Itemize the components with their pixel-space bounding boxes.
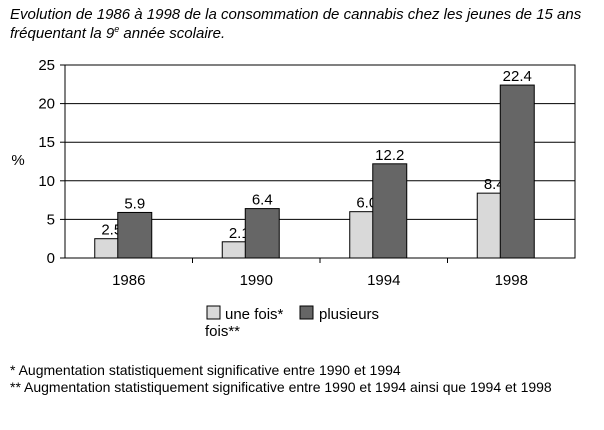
chart-title: Evolution de 1986 à 1998 de la consommat… bbox=[10, 6, 582, 42]
bar-value-label: 6.0 bbox=[356, 195, 377, 212]
y-tick-label: 0 bbox=[47, 250, 55, 267]
x-tick-label: 1994 bbox=[367, 272, 400, 289]
legend-label-continuation: fois** bbox=[205, 323, 240, 340]
legend-label-plusieurs: plusieurs bbox=[319, 306, 379, 323]
y-axis-label: % bbox=[11, 152, 24, 169]
bar-chart: 0 5 10 15 20 25% 2.55.9 1986 2.16.4 1990 6.0 12.2 19… bbox=[11, 57, 576, 340]
bar-value-label: 2.5 bbox=[101, 222, 122, 239]
y-tick-label: 15 bbox=[38, 134, 55, 151]
y-tick-label: 10 bbox=[38, 173, 55, 190]
y-tick-label: 5 bbox=[47, 211, 55, 228]
y-tick-label: 25 bbox=[38, 57, 55, 74]
y-tick-label: 20 bbox=[38, 96, 55, 113]
bar-value-label: 2.1 bbox=[229, 225, 250, 242]
bar-value-label: 6.4 bbox=[252, 192, 273, 209]
legend-label-une-fois: une fois* bbox=[225, 306, 284, 323]
bar-plusieurs-1986 bbox=[117, 211, 153, 259]
x-tick-label: 1990 bbox=[240, 272, 273, 289]
legend-swatch-une-fois bbox=[206, 305, 221, 320]
bar-plusieurs-1998 bbox=[499, 84, 535, 259]
footnote-2: ** Augmentation statistiquement signific… bbox=[10, 379, 552, 395]
bar-plusieurs-1994 bbox=[372, 163, 408, 259]
footnote-1: * Augmentation statistiquement significa… bbox=[10, 362, 401, 378]
legend-swatch-plusieurs bbox=[299, 305, 314, 320]
x-tick-label: 1998 bbox=[495, 272, 528, 289]
bar-value-label: 5.9 bbox=[124, 195, 145, 212]
bar-value-label: 22.4 bbox=[503, 68, 532, 85]
x-tick-label: 1986 bbox=[112, 272, 145, 289]
bar-plusieurs-1990 bbox=[244, 208, 280, 259]
bar-value-label: 12.2 bbox=[375, 147, 404, 164]
bar-value-label: 8.4 bbox=[484, 176, 505, 193]
